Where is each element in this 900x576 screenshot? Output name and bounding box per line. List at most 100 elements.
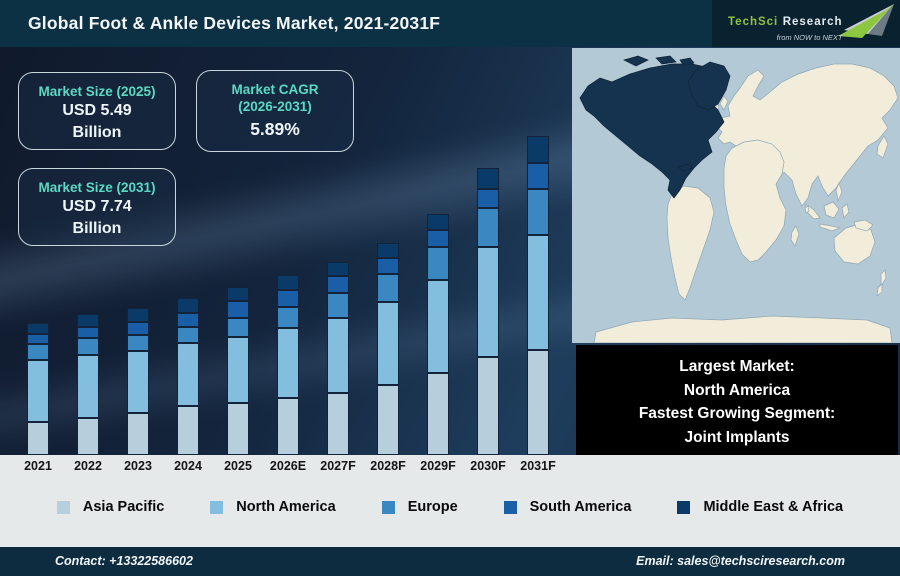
x-axis-label-2031F: 2031F <box>520 459 556 473</box>
bar-segment-middle-east-africa <box>127 308 149 322</box>
bar-segment-europe <box>127 335 149 351</box>
stacked-bar-2028F <box>377 243 399 455</box>
contact-email: Email: sales@techsciresearch.com <box>636 554 845 568</box>
bar-segment-middle-east-africa <box>177 298 199 313</box>
bar-segment-middle-east-africa <box>527 136 549 163</box>
bar-column-2021 <box>13 47 63 455</box>
bar-column-2026E <box>263 47 313 455</box>
bar-segment-south-america <box>527 163 549 189</box>
legend-swatch-asia-pacific <box>56 500 70 514</box>
bar-segment-middle-east-africa <box>427 214 449 230</box>
bar-segment-south-america <box>77 327 99 338</box>
largest-market-value: North America <box>683 381 791 399</box>
bar-segment-asia-pacific <box>377 385 399 455</box>
techsci-logo: TechSci Research from NOW to NEXT <box>712 0 900 47</box>
bar-segment-europe <box>327 293 349 318</box>
bar-segment-asia-pacific <box>327 393 349 455</box>
bar-segment-north-america <box>177 343 199 406</box>
bar-segment-europe <box>477 208 499 247</box>
bar-column-2025 <box>213 47 263 455</box>
bar-column-2030F <box>463 47 513 455</box>
stacked-bar-2021 <box>27 323 49 455</box>
bar-column-2028F <box>363 47 413 455</box>
bar-segment-north-america <box>277 328 299 398</box>
market-cagr-label: Market CAGR <box>231 82 319 97</box>
bar-segment-europe <box>377 274 399 302</box>
stacked-bar-2030F <box>477 168 499 455</box>
bar-column-2024 <box>163 47 213 455</box>
bar-segment-south-america <box>377 258 399 274</box>
market-size-2025-unit: Billion <box>72 124 122 141</box>
bar-segment-asia-pacific <box>527 350 549 455</box>
legend-swatch-middle-east-africa <box>677 500 691 514</box>
bar-segment-asia-pacific <box>427 373 449 455</box>
bar-segment-europe <box>527 189 549 235</box>
legend-item-north-america: North America <box>210 499 336 515</box>
legend-label-asia-pacific: Asia Pacific <box>82 499 165 515</box>
logo-text: TechSci Research from NOW to NEXT <box>728 12 843 42</box>
x-axis-labels: 2021 2022 2023 2024 2025 2026E 2027F 2028F 2029F… <box>13 459 563 473</box>
legend-label-europe: Europe <box>407 499 458 515</box>
bar-segment-north-america <box>477 247 499 357</box>
market-size-2031-box: Market Size (2031) USD 7.74 Billion <box>18 168 176 246</box>
x-axis-label-2021: 2021 <box>24 459 52 473</box>
stacked-bar-2025 <box>227 287 249 455</box>
largest-market-label: Largest Market: <box>679 358 795 375</box>
market-size-2031-value: USD 7.74 <box>62 198 132 215</box>
bar-segment-asia-pacific <box>477 357 499 455</box>
logo-arrow-icon <box>838 4 894 38</box>
bar-segment-north-america <box>527 235 549 350</box>
fastest-segment-label: Fastest Growing Segment: <box>638 405 836 422</box>
x-axis-label-2022: 2022 <box>74 459 102 473</box>
x-axis-label-2025: 2025 <box>224 459 252 473</box>
legend-item-south-america: South America <box>503 499 632 515</box>
bar-segment-asia-pacific <box>277 398 299 455</box>
market-size-2025-box: Market Size (2025) USD 5.49 Billion <box>18 72 176 150</box>
footer-bar: Contact: +13322586602 Email: sales@techs… <box>0 547 900 576</box>
bar-segment-europe <box>277 307 299 328</box>
bar-segment-middle-east-africa <box>277 275 299 290</box>
bar-segment-middle-east-africa <box>227 287 249 301</box>
bar-segment-north-america <box>377 302 399 385</box>
x-axis-label-2023: 2023 <box>124 459 152 473</box>
bar-segment-north-america <box>27 360 49 422</box>
stacked-bar-2027F <box>327 262 349 455</box>
market-cagr-box: Market CAGR (2026-2031) 5.89% <box>196 70 354 152</box>
bar-segment-europe <box>227 318 249 337</box>
market-cagr-value: 5.89% <box>250 119 300 139</box>
chart-legend: Asia Pacific North America Europe South Ame… <box>0 499 900 515</box>
map-north-america-highlight <box>579 55 731 199</box>
legend-label-middle-east-africa: Middle East & Africa <box>703 499 844 515</box>
bar-segment-europe <box>77 338 99 355</box>
bar-segment-south-america <box>227 301 249 318</box>
legend-item-europe: Europe <box>381 499 458 515</box>
bar-segment-south-america <box>277 290 299 307</box>
legend-label-south-america: South America <box>529 499 632 515</box>
market-size-2025-value: USD 5.49 <box>62 102 132 119</box>
market-size-2031-unit: Billion <box>72 220 122 237</box>
bar-segment-south-america <box>477 189 499 208</box>
legend-swatch-europe <box>381 500 395 514</box>
stacked-bar-2023 <box>127 308 149 455</box>
bar-segment-middle-east-africa <box>327 262 349 276</box>
bar-segment-south-america <box>127 322 149 335</box>
fastest-segment-value: Joint Implants <box>684 428 790 446</box>
bar-segment-south-america <box>427 230 449 247</box>
stacked-bar-2029F <box>427 214 449 455</box>
bar-segment-north-america <box>427 280 449 373</box>
bar-segment-north-america <box>77 355 99 418</box>
bar-segment-south-america <box>27 334 49 344</box>
legend-item-asia-pacific: Asia Pacific <box>56 499 165 515</box>
world-map <box>572 48 900 343</box>
market-callout-box: Largest Market: North America Fastest Gr… <box>576 345 898 460</box>
x-axis-label-2028F: 2028F <box>370 459 406 473</box>
bar-segment-middle-east-africa <box>27 323 49 334</box>
bar-column-2022 <box>63 47 113 455</box>
title-bar: Global Foot & Ankle Devices Market, 2021… <box>0 0 900 47</box>
bar-segment-north-america <box>327 318 349 393</box>
legend-item-middle-east-africa: Middle East & Africa <box>677 499 843 515</box>
bar-segment-middle-east-africa <box>77 314 99 327</box>
bar-column-2023 <box>113 47 163 455</box>
bar-column-2031F <box>513 47 563 455</box>
bar-segment-north-america <box>127 351 149 413</box>
